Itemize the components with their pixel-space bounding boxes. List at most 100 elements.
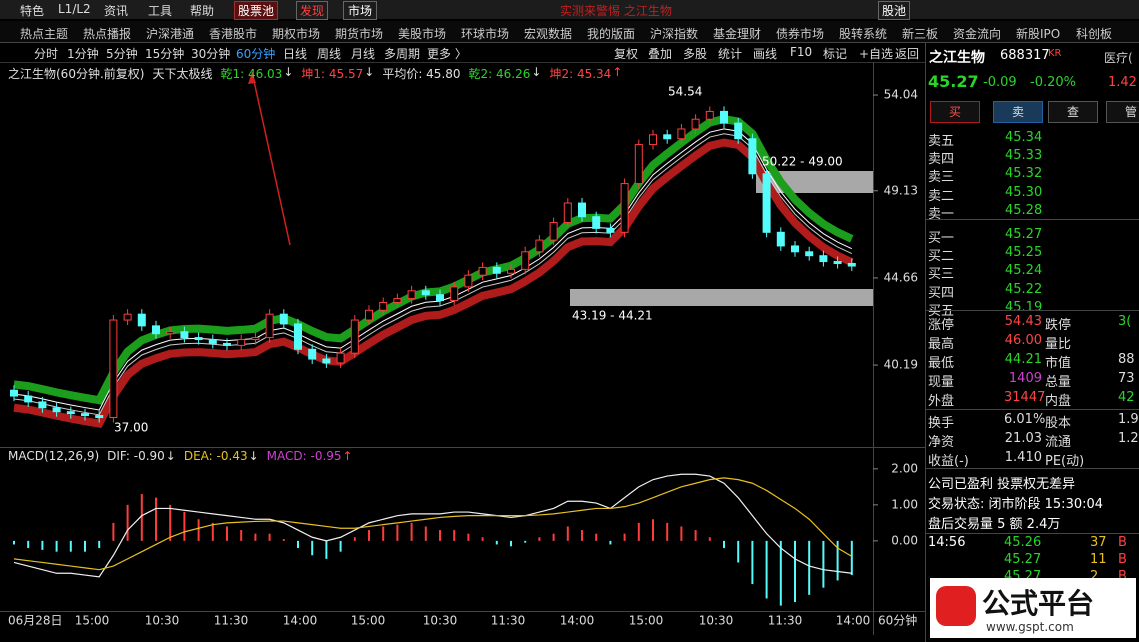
tick-cell: B xyxy=(1118,535,1127,550)
dif-line xyxy=(13,473,852,578)
nav-item[interactable]: 基金理财 xyxy=(713,27,762,41)
candle-body xyxy=(833,261,842,264)
tick-cell: 45.26 xyxy=(1004,535,1042,550)
period-tab[interactable]: 5分钟 xyxy=(106,47,138,61)
nav-item[interactable]: 沪深指数 xyxy=(650,27,699,41)
nav-item[interactable]: 我的版面 xyxy=(587,27,636,41)
candle-body xyxy=(705,110,714,120)
x-tick-label: 11:30 xyxy=(214,614,249,628)
period-tab[interactable]: 1分钟 xyxy=(67,47,99,61)
x-tick-label: 14:00 xyxy=(836,614,871,628)
period-tab[interactable]: 分时 xyxy=(34,47,59,61)
arrow-head xyxy=(248,72,256,84)
period-tab[interactable]: 多周期 xyxy=(384,47,421,61)
tool-button[interactable]: 叠加 xyxy=(648,47,673,61)
x-tick-label: 11:30 xyxy=(491,614,526,628)
book-label: 卖二 xyxy=(928,188,955,204)
nav-item[interactable]: 资金流向 xyxy=(953,27,1002,41)
dea-line xyxy=(13,477,853,571)
book-label: 卖三 xyxy=(928,170,955,186)
menu-item[interactable]: 工具 xyxy=(148,4,173,18)
period-tab[interactable]: 30分钟 xyxy=(191,47,231,61)
tool-button[interactable]: 标记 xyxy=(823,47,848,61)
nav-item[interactable]: 热点播报 xyxy=(83,27,132,41)
candle-body xyxy=(436,294,444,302)
legend-label: 平均价: 45.80 xyxy=(382,67,461,81)
divider xyxy=(926,533,1139,534)
candle-body xyxy=(393,298,402,303)
legend-arrow: ↓ xyxy=(364,65,375,79)
tool-button[interactable]: F10 xyxy=(790,45,813,59)
stat-cell: 73 xyxy=(1118,371,1135,386)
stat-cell: 1.9 xyxy=(1118,412,1139,427)
tool-button[interactable]: 统计 xyxy=(718,47,743,61)
menu-item[interactable]: 帮助 xyxy=(190,4,215,18)
nav-item[interactable]: 宏观数据 xyxy=(524,27,573,41)
legend-value: MACD: -0.95 xyxy=(266,449,342,463)
candle-body xyxy=(578,202,586,218)
nav-item[interactable]: 科创板 xyxy=(1076,27,1113,41)
stat-cell: 换手 xyxy=(928,416,955,431)
nav-item[interactable]: 新三板 xyxy=(902,27,939,41)
nav-item[interactable]: 期权市场 xyxy=(272,27,321,41)
stat-cell: 21.03 xyxy=(1004,431,1042,446)
x-tick-label: 06月28日 xyxy=(8,614,63,628)
legend-value: 乾1: 46.03 xyxy=(220,67,283,81)
pool-button[interactable]: 股票池 xyxy=(234,1,279,20)
period-tab[interactable]: 更多 〉 xyxy=(427,47,467,61)
annotation: 50.22 - 49.00 xyxy=(762,155,843,169)
legend-value: DEA: -0.43 xyxy=(183,449,248,463)
period-tab[interactable]: 月线 xyxy=(351,47,376,61)
menu-item[interactable]: L1/L2 xyxy=(58,2,91,16)
nav-item[interactable]: 新股IPO xyxy=(1016,27,1061,41)
menu-item[interactable]: 特色 xyxy=(20,4,45,18)
tool-button[interactable]: 画线 xyxy=(753,47,778,61)
trade-button[interactable]: 买 xyxy=(930,101,980,123)
band-green xyxy=(13,115,854,405)
candle-body xyxy=(294,323,302,350)
y-tick-label: 2.00 xyxy=(891,461,918,475)
book-price: 45.32 xyxy=(1005,166,1043,182)
candle-body xyxy=(336,352,345,364)
tool-button[interactable]: 返回 xyxy=(895,47,920,61)
period-tab[interactable]: 日线 xyxy=(283,47,308,61)
candle-body xyxy=(478,266,487,276)
trade-button[interactable]: 查 xyxy=(1048,101,1098,123)
tool-button[interactable]: 多股 xyxy=(683,47,708,61)
center-title: 实测来警惕 之江生物 xyxy=(560,4,672,18)
tool-button[interactable]: +自选 xyxy=(859,47,894,61)
stat-cell: 流通 xyxy=(1045,435,1072,450)
pointer-arrow xyxy=(251,71,291,246)
nav-item[interactable]: 期货市场 xyxy=(335,27,384,41)
discover-button[interactable]: 发现 xyxy=(296,1,329,20)
candle-body xyxy=(762,173,771,233)
candle-body xyxy=(251,337,260,341)
candle-body xyxy=(677,128,686,140)
pool-right[interactable]: 股池 xyxy=(878,1,911,20)
book-label: 卖四 xyxy=(928,152,955,168)
stat-cell: 跌停 xyxy=(1045,318,1072,333)
candle-body xyxy=(407,290,416,300)
nav-item[interactable]: 沪深港通 xyxy=(146,27,195,41)
nav-item[interactable]: 香港股市 xyxy=(209,27,258,41)
period-tab[interactable]: 15分钟 xyxy=(145,47,185,61)
nav-item[interactable]: 债券市场 xyxy=(776,27,825,41)
band-line xyxy=(13,133,853,416)
nav-item[interactable]: 美股市场 xyxy=(398,27,447,41)
divider xyxy=(926,219,1139,220)
period-tab[interactable]: 周线 xyxy=(317,47,342,61)
candle-body xyxy=(549,222,558,241)
menu-item[interactable]: 资讯 xyxy=(104,4,129,18)
legend-row: MACD(12,26,9) DIF: -0.90 ↓ DEA: -0.43 ↓ MACD:… xyxy=(8,449,353,463)
period-tab[interactable]: 60分钟 xyxy=(236,47,276,61)
candle-body xyxy=(748,138,757,175)
book-price: 45.25 xyxy=(1005,245,1043,261)
market-button[interactable]: 市场 xyxy=(343,1,378,20)
trade-button[interactable]: 管 xyxy=(1106,101,1139,123)
tool-button[interactable]: 复权 xyxy=(614,47,639,61)
nav-item[interactable]: 热点主题 xyxy=(20,27,69,41)
nav-item[interactable]: 股转系统 xyxy=(839,27,888,41)
nav-item[interactable]: 环球市场 xyxy=(461,27,510,41)
trade-button[interactable]: 卖 xyxy=(993,101,1043,123)
candle-body xyxy=(308,348,317,360)
